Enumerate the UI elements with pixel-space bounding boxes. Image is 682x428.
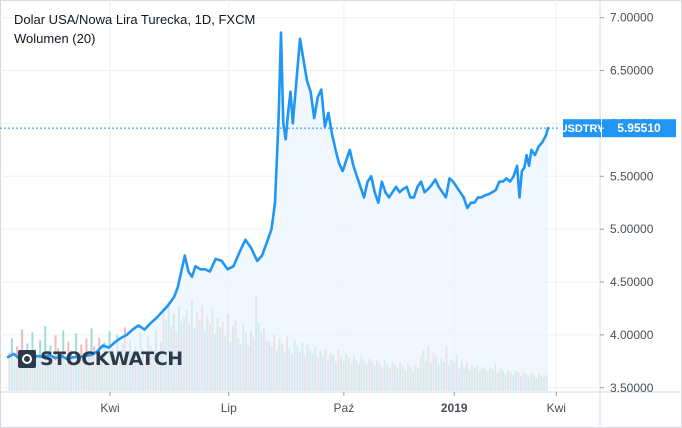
x-tick-label: Paź [334,401,355,415]
y-tick-label: 5.50000 [610,169,654,183]
y-axis: 3.500004.000004.500005.000005.500006.000… [600,11,654,395]
watermark-text: STOCKWATCH [40,348,183,370]
price-series-line [6,31,550,361]
x-axis: Kwi Lip Paź 2019 Kwi [100,392,566,415]
x-tick-label: Kwi [547,401,566,415]
stockwatch-logo: STOCKWATCH [18,348,183,370]
price-line [6,31,550,361]
y-tick-label: 7.00000 [610,11,654,25]
symbol-label: USDTRY [560,123,605,135]
last-value-badge [602,119,676,138]
x-tick-label: Lip [221,401,237,415]
y-tick-label: 6.50000 [610,64,654,78]
y-tick-label: 4.00000 [610,328,654,342]
x-tick-label: Kwi [100,401,119,415]
last-value-labels: USDTRY 5.95510 [560,119,676,138]
x-tick-label: 2019 [441,401,468,415]
y-tick-label: 4.50000 [610,275,654,289]
logo-icon [18,350,36,368]
y-tick-label: 5.00000 [610,222,654,236]
chart-title: Dolar USA/Nowa Lira Turecka, 1D, FXCM [14,12,256,27]
y-tick-label: 3.50000 [610,381,654,395]
price-area [8,32,548,392]
symbol-badge [563,119,601,138]
price-area-fill [8,32,548,392]
last-value-label: 5.95510 [617,121,661,135]
volume-indicator-label: Wolumen (20) [14,31,96,46]
